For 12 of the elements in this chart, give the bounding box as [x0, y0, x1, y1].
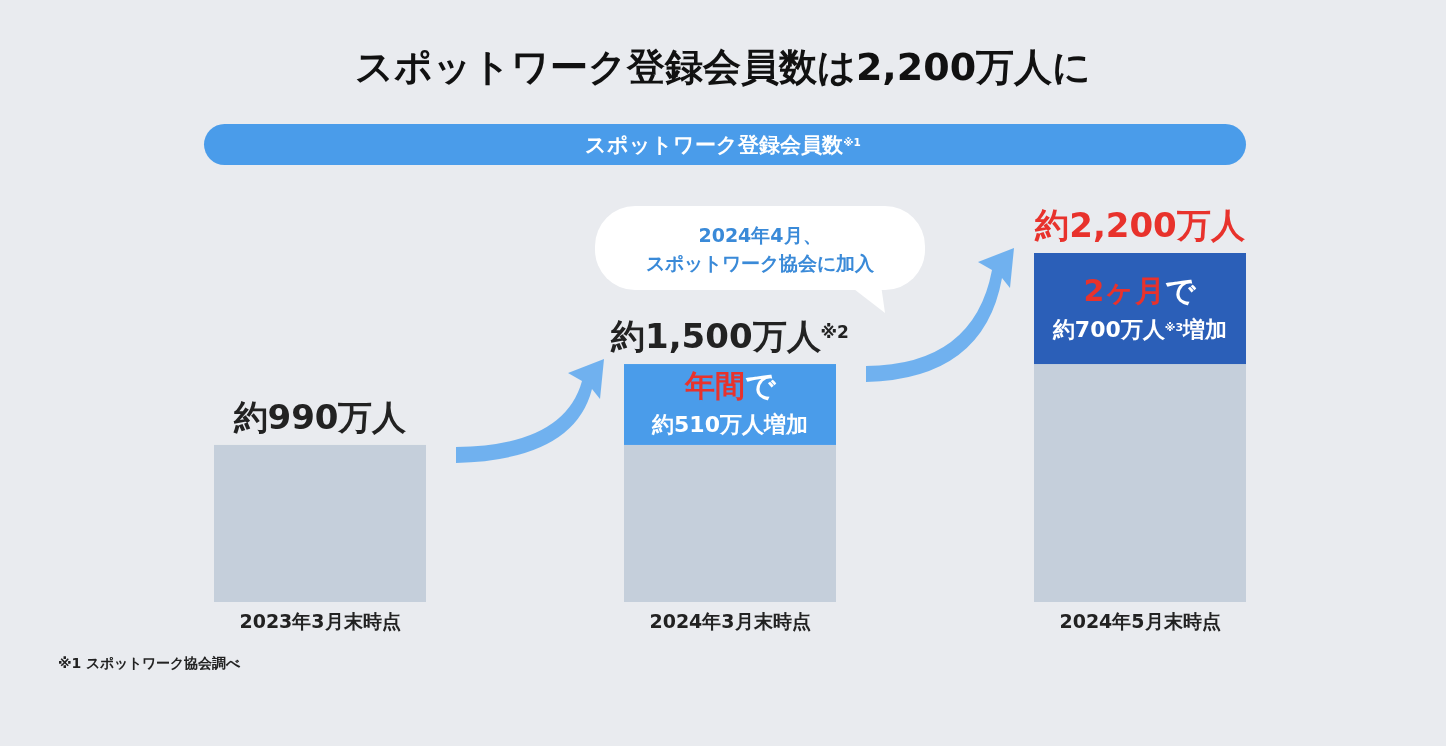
total-label: 約2,200万人 [1034, 205, 1246, 245]
x-tick-label: 2024年5月末時点 [1059, 610, 1221, 632]
total-label: 約990万人 [232, 396, 408, 437]
data-label: 2ヶ月で約700万人$^{※3}$増加 [1051, 272, 1228, 342]
x-tick-label: 2024年3月末時点 [649, 610, 811, 632]
data-label: 年間で約510万人増加 [651, 368, 808, 438]
chart-title: スポットワーク登録会員数は2,200万人に [354, 45, 1092, 89]
text: ※1 スポットワーク協会調べ [58, 655, 242, 671]
total-label: 約1,500万人$^{※2}$ [610, 316, 849, 357]
annotation: 2024年4月、スポットワーク協会に加入 [646, 224, 875, 274]
x-tick-label: 2023年3月末時点 [239, 610, 401, 632]
chart-subtitle: スポットワーク登録会員数$^{※1}$ [585, 133, 861, 157]
